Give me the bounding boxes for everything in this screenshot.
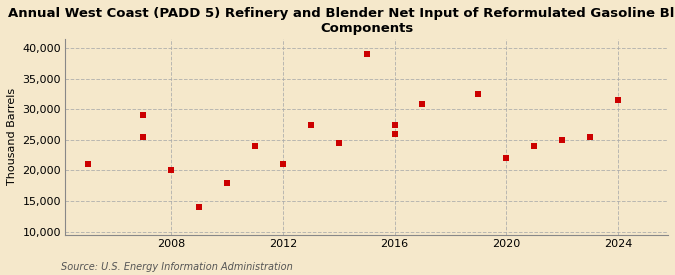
Point — [250, 144, 261, 148]
Text: Source: U.S. Energy Information Administration: Source: U.S. Energy Information Administ… — [61, 262, 292, 272]
Point — [222, 180, 233, 185]
Y-axis label: Thousand Barrels: Thousand Barrels — [7, 88, 17, 185]
Title: Annual West Coast (PADD 5) Refinery and Blender Net Input of Reformulated Gasoli: Annual West Coast (PADD 5) Refinery and … — [8, 7, 675, 35]
Point — [82, 162, 93, 166]
Point — [277, 162, 288, 166]
Point — [166, 168, 177, 173]
Point — [138, 113, 148, 117]
Point — [529, 144, 539, 148]
Point — [557, 138, 568, 142]
Point — [389, 122, 400, 127]
Point — [333, 141, 344, 145]
Point — [612, 98, 623, 102]
Point — [138, 134, 148, 139]
Point — [501, 156, 512, 160]
Point — [306, 122, 317, 127]
Point — [417, 102, 428, 106]
Point — [389, 131, 400, 136]
Point — [585, 134, 595, 139]
Point — [361, 52, 372, 56]
Point — [473, 92, 484, 96]
Point — [194, 205, 205, 209]
